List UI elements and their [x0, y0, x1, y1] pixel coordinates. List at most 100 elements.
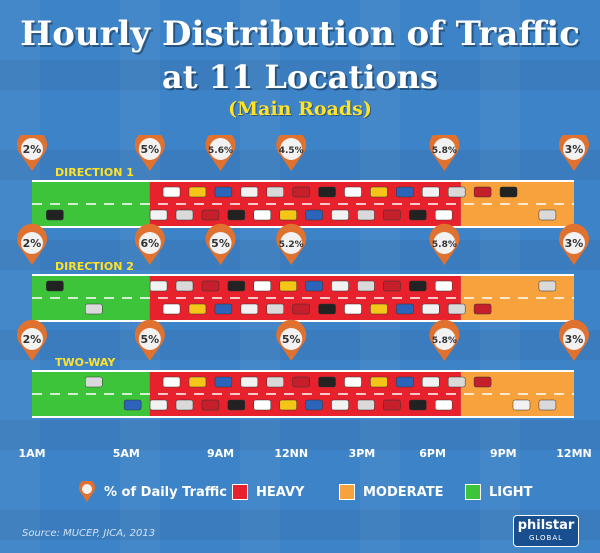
- car-icon: [305, 209, 323, 221]
- car-icon: [201, 280, 220, 292]
- car-icon: [214, 303, 233, 315]
- car-icon: [305, 280, 323, 292]
- pin-face: [138, 328, 161, 350]
- car-icon: [434, 399, 453, 411]
- pin-value: 5.8%: [432, 336, 457, 346]
- car-icon: [538, 280, 557, 292]
- logo-subtext: GLOBAL: [528, 534, 564, 542]
- car-icon: [85, 376, 103, 388]
- car-icon: [227, 399, 246, 411]
- pin-face: [209, 232, 232, 254]
- car-icon: [279, 399, 297, 411]
- row-label: TWO-WAY: [55, 356, 116, 369]
- car-icon: [162, 303, 181, 315]
- car-icon: [214, 376, 233, 388]
- car-icon: [499, 186, 518, 198]
- car-icon: [370, 186, 388, 198]
- car-icon: [162, 186, 181, 198]
- car-icon: [279, 209, 297, 221]
- car-icon: [253, 280, 272, 292]
- car-icon: [240, 303, 259, 315]
- car-icon: [357, 399, 375, 411]
- legend: % of Daily Traffic HEAVY MODERATE LIGHT: [0, 480, 600, 504]
- car-icon: [175, 209, 194, 221]
- car-icon: [396, 376, 414, 388]
- car-icon: [331, 280, 349, 292]
- car-icon: [370, 303, 388, 315]
- philstar-logo: philstar GLOBAL: [513, 515, 579, 547]
- chart-title-line1: Hourly Distribution of Traffic: [20, 14, 580, 54]
- car-icon: [240, 376, 259, 388]
- pin-face: [209, 138, 232, 160]
- car-icon: [201, 399, 220, 411]
- car-icon: [434, 280, 453, 292]
- pin-face: [21, 232, 43, 254]
- car-icon: [227, 209, 246, 221]
- x-tick-label: 9AM: [207, 447, 234, 460]
- pin-face: [138, 138, 161, 160]
- heavy-swatch: [232, 484, 248, 500]
- car-icon: [318, 303, 336, 315]
- car-icon: [266, 303, 284, 315]
- pin-value: 5.6%: [208, 146, 233, 156]
- pin-value: 5%: [140, 143, 159, 156]
- car-icon: [292, 186, 310, 198]
- car-icon: [344, 303, 362, 315]
- car-icon: [447, 186, 466, 198]
- x-tick-label: 3PM: [349, 447, 376, 460]
- car-icon: [175, 399, 194, 411]
- legend-label-heavy: HEAVY: [256, 484, 305, 500]
- car-icon: [175, 280, 194, 292]
- car-icon: [253, 399, 272, 411]
- pin-value: 5%: [211, 237, 230, 250]
- car-icon: [396, 303, 414, 315]
- car-icon: [149, 209, 168, 221]
- pin-face: [433, 138, 456, 160]
- car-icon: [383, 280, 401, 292]
- row-label: DIRECTION 1: [55, 166, 134, 179]
- pin-value: 5.2%: [279, 240, 304, 250]
- car-icon: [409, 399, 427, 411]
- car-icon: [473, 303, 492, 315]
- car-icon: [434, 209, 453, 221]
- car-icon: [46, 209, 64, 221]
- car-icon: [227, 280, 246, 292]
- x-tick-label: 12MN: [556, 447, 591, 460]
- car-icon: [266, 376, 284, 388]
- pin-face: [563, 232, 585, 254]
- chart-title-line2: at 11 Locations: [162, 58, 438, 96]
- car-icon: [253, 209, 272, 221]
- car-icon: [396, 186, 414, 198]
- car-icon: [357, 209, 375, 221]
- pin-value: 3%: [565, 143, 584, 156]
- car-icon: [292, 303, 310, 315]
- pin-value: 5.8%: [432, 240, 457, 250]
- pin-value: 2%: [23, 333, 42, 346]
- car-icon: [188, 186, 207, 198]
- source-note: Source: MUCEP, JICA, 2013: [22, 528, 156, 539]
- car-icon: [409, 209, 427, 221]
- legend-item-moderate: MODERATE: [339, 480, 443, 504]
- car-icon: [409, 280, 427, 292]
- car-icon: [422, 376, 440, 388]
- map-pin-icon: [79, 481, 95, 502]
- pin-value: 4.5%: [279, 146, 304, 156]
- car-icon: [331, 399, 349, 411]
- car-icon: [383, 209, 401, 221]
- pin-face: [433, 328, 456, 350]
- legend-item-pin: % of Daily Traffic: [76, 480, 227, 504]
- car-icon: [318, 376, 336, 388]
- pin-face: [280, 328, 303, 350]
- car-icon: [447, 376, 466, 388]
- car-icon: [344, 376, 362, 388]
- chart-subtitle: (Main Roads): [228, 98, 372, 120]
- car-icon: [473, 186, 492, 198]
- car-icon: [370, 376, 388, 388]
- car-icon: [331, 209, 349, 221]
- car-icon: [512, 399, 531, 411]
- car-icon: [473, 376, 492, 388]
- car-icon: [292, 376, 310, 388]
- pin-value: 5.8%: [432, 146, 457, 156]
- pin-face: [21, 328, 43, 350]
- pin-face: [280, 138, 303, 160]
